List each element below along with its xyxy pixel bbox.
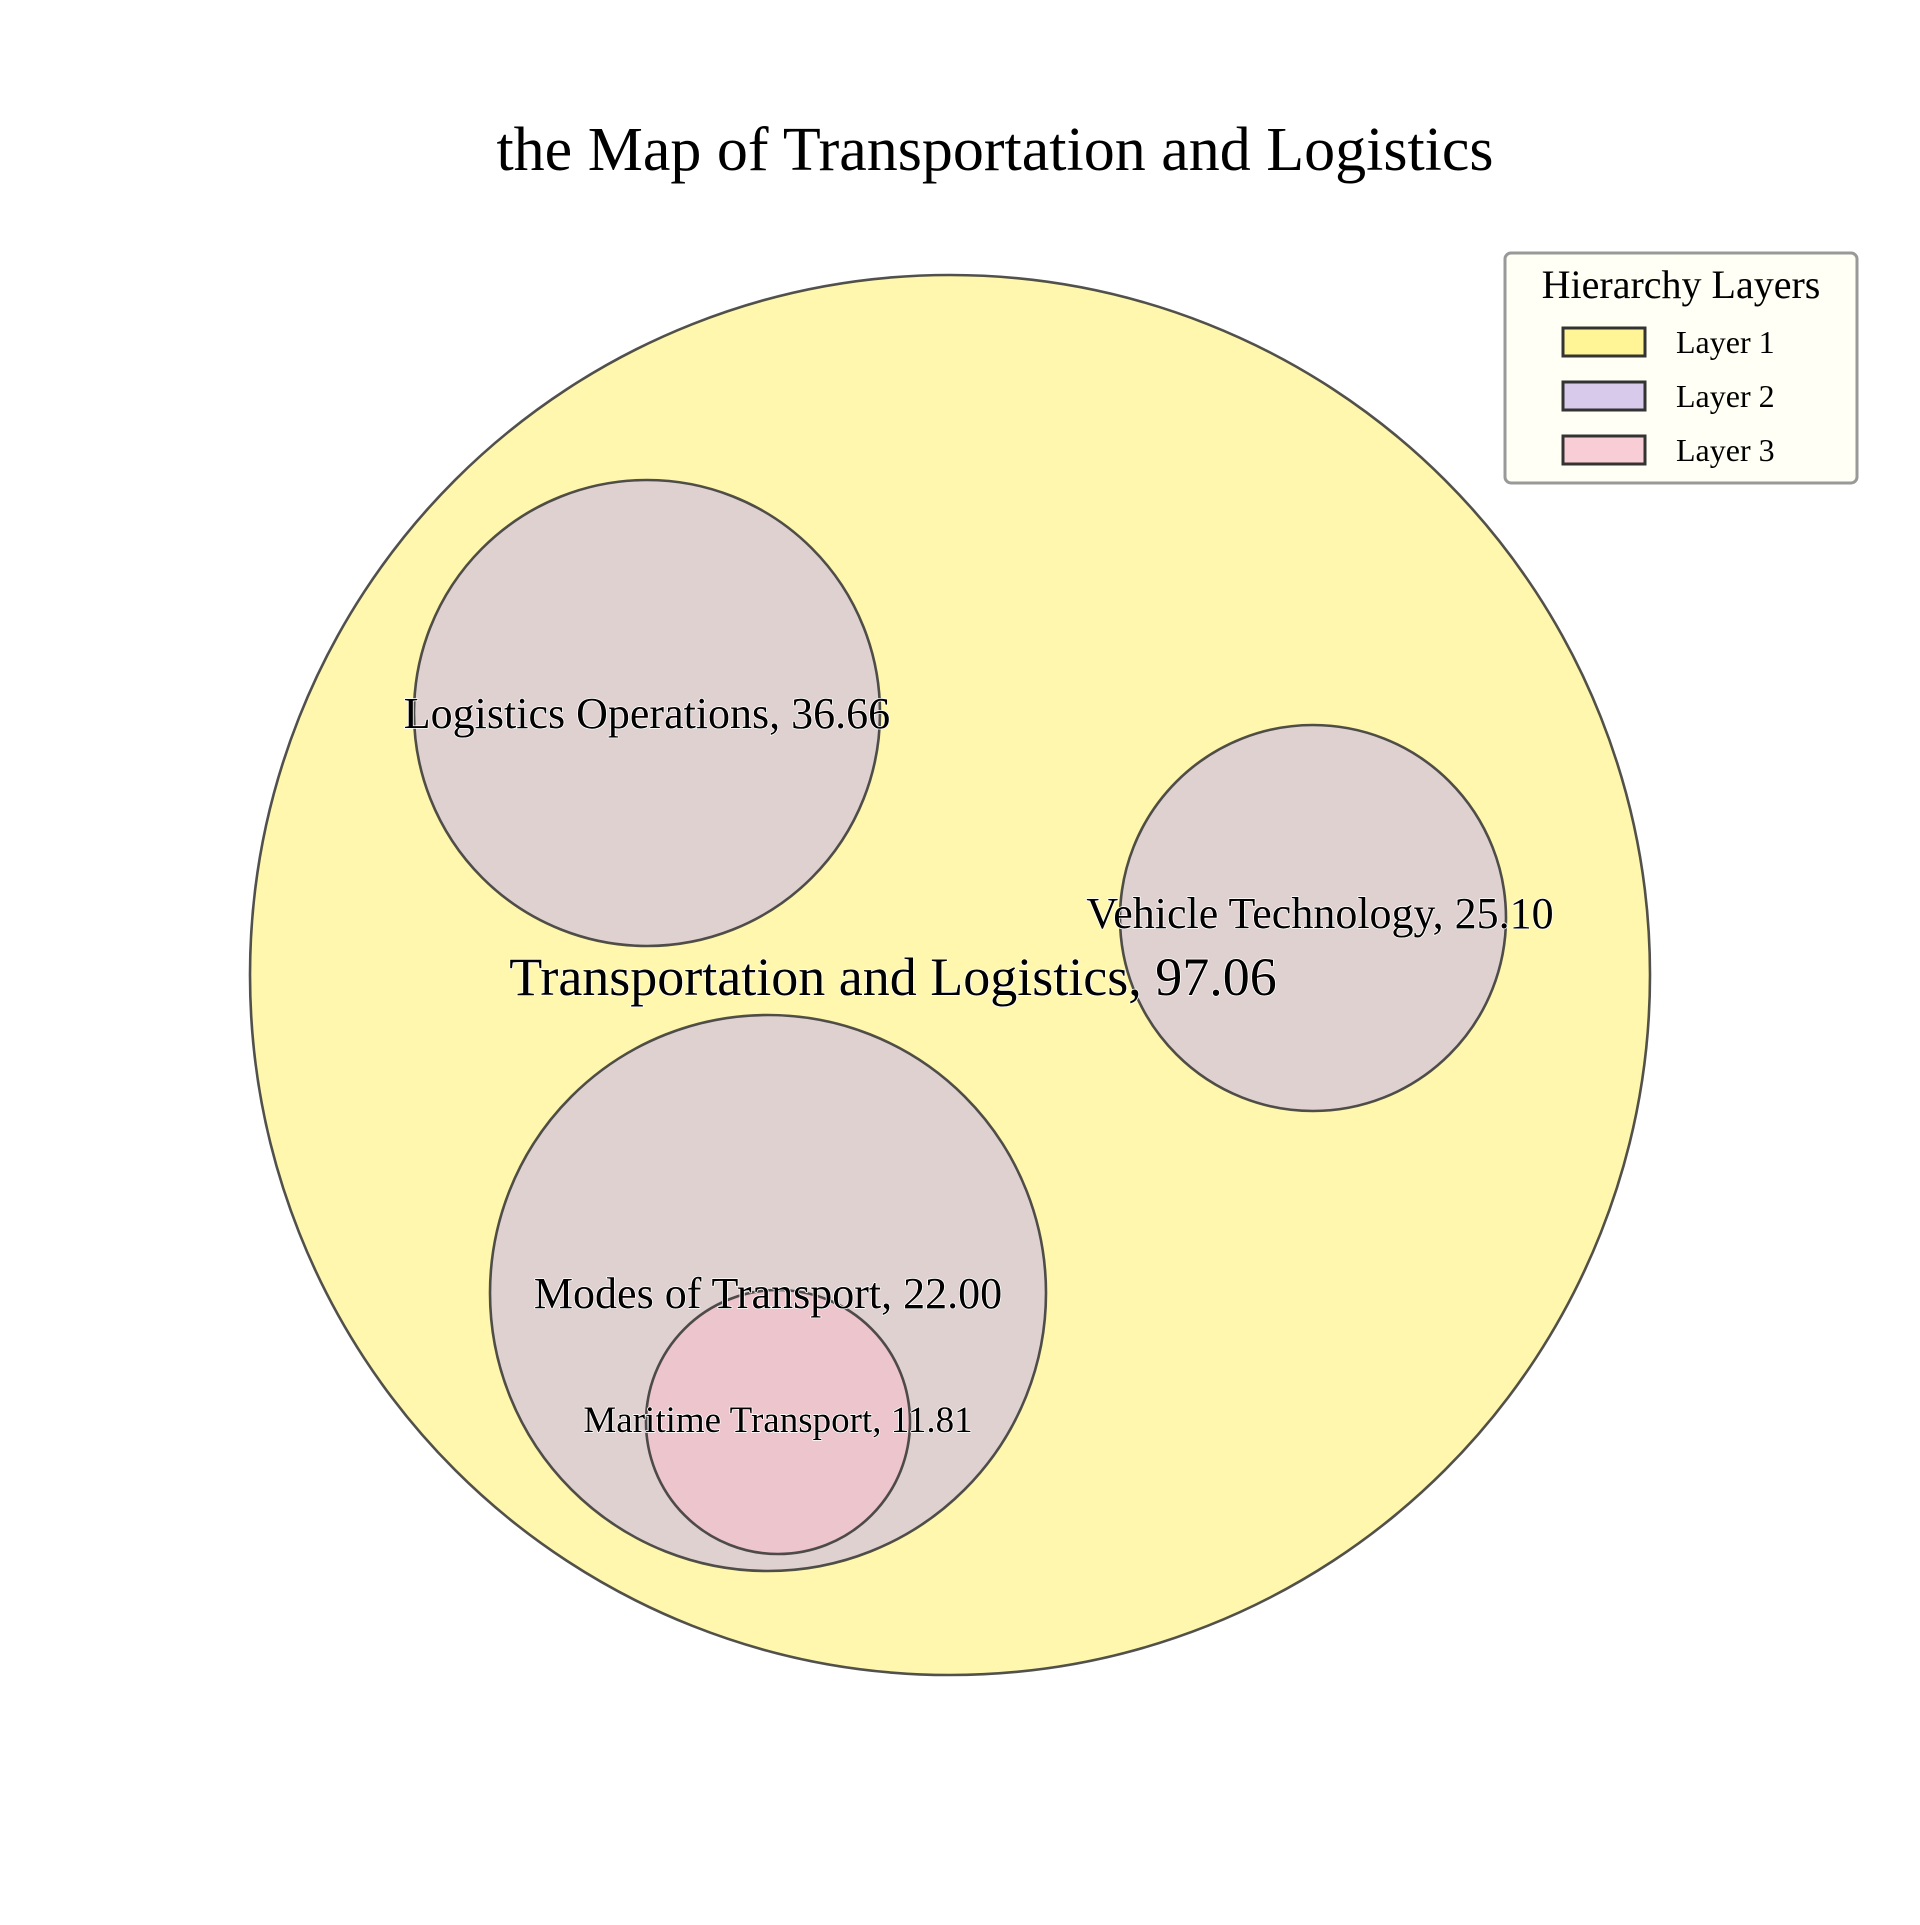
legend-swatch-layer-1 <box>1561 326 1647 358</box>
legend-label-layer-2: Layer 2 <box>1676 378 1775 414</box>
label-vehicle-technology: Vehicle Technology, 25.10 <box>1086 889 1553 938</box>
circle-maritime-transport <box>644 1288 912 1556</box>
circles-layer <box>248 273 1652 1677</box>
legend-title: Hierarchy Layers <box>1542 262 1821 307</box>
label-transportation-and-logistics: Transportation and Logistics, 97.06 <box>509 947 1276 1007</box>
label-modes-of-transport: Modes of Transport, 22.00 <box>534 1269 1002 1318</box>
legend-frame <box>1503 251 1859 485</box>
legend: Hierarchy Layers Layer 1 Layer 2 Layer 3 <box>1503 251 1859 485</box>
legend-entries: Layer 1 Layer 2 Layer 3 <box>1561 324 1775 468</box>
circle-vehicle-technology <box>1118 723 1508 1113</box>
label-maritime-transport: Maritime Transport, 11.81 <box>583 1400 972 1441</box>
legend-label-layer-3: Layer 3 <box>1676 432 1775 468</box>
legend-label-layer-1: Layer 1 <box>1676 324 1775 360</box>
chart-title: the Map of Transportation and Logistics <box>496 116 1493 184</box>
labels-layer: Transportation and Logistics, 97.06 Logis… <box>403 688 1554 1442</box>
label-logistics-operations: Logistics Operations, 36.66 <box>404 689 890 738</box>
circle-logistics-operations <box>412 478 882 948</box>
legend-swatch-layer-2 <box>1561 380 1647 412</box>
legend-swatch-layer-3 <box>1561 434 1647 466</box>
